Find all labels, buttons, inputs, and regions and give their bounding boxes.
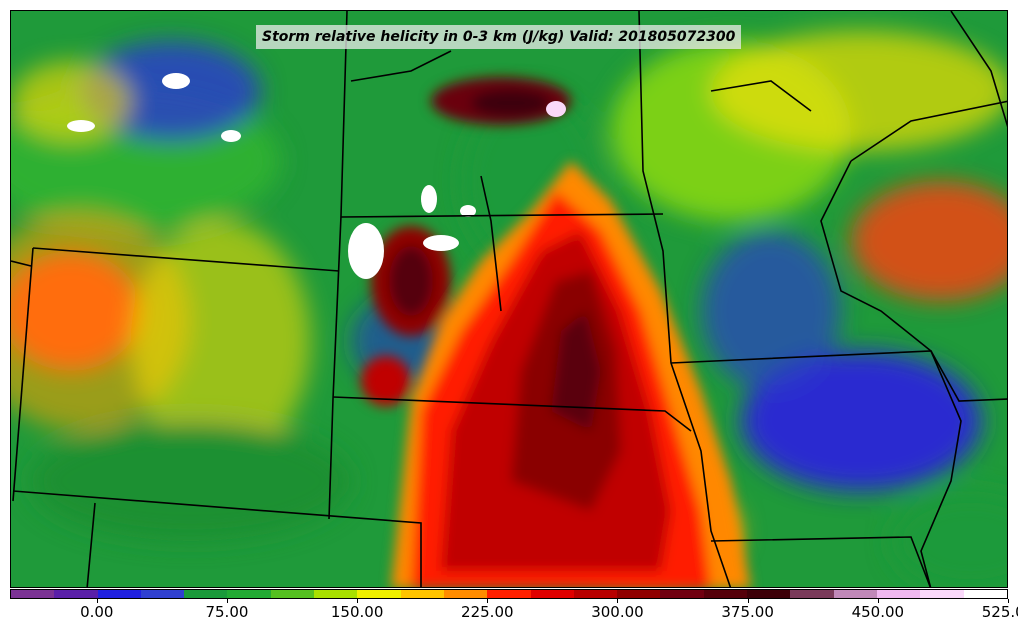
colorbar-segment: [747, 590, 791, 598]
state-boundaries: [11, 11, 1007, 587]
extreme-spots: [67, 73, 566, 279]
colorbar-segment: [833, 590, 877, 598]
colorbar-segment: [876, 590, 921, 598]
helicity-maximum: [361, 77, 751, 587]
colorbar-tick: [96, 599, 98, 603]
colorbar-segment: [530, 590, 574, 598]
helicity-map: [11, 11, 1007, 587]
colorbar-segment: [920, 590, 964, 598]
colorbar-ticks: 0.00 75.00 150.00 225.00 300.00 375.00 450.00 5…: [10, 599, 1018, 633]
colorbar-tick: [747, 599, 749, 603]
map-title: Storm relative helicity in 0-3 km (J/kg)…: [256, 25, 742, 49]
colorbar-segment: [400, 590, 444, 598]
colorbar-segment: [573, 590, 618, 598]
colorbar-tick-label: 375.00: [721, 603, 774, 621]
colorbar-segment: [140, 590, 185, 598]
colorbar-tick: [487, 599, 489, 603]
colorbar-tick-label: 225.00: [461, 603, 514, 621]
colorbar-segment: [443, 590, 488, 598]
colorbar-tick: [357, 599, 359, 603]
colorbar-tick-label: 0.00: [80, 603, 114, 621]
colorbar-segment: [54, 590, 98, 598]
colorbar-segment: [314, 590, 358, 598]
colorbar-segment: [184, 590, 228, 598]
colorbar-segment: [487, 590, 531, 598]
colorbar-segment: [270, 590, 315, 598]
colorbar-tick: [1008, 599, 1009, 603]
colorbar-segment: [227, 590, 271, 598]
colorbar-tick: [226, 599, 228, 603]
colorbar-segment: [963, 590, 1007, 598]
colorbar: [10, 589, 1008, 599]
colorbar-segment: [97, 590, 141, 598]
colorbar-segment: [357, 590, 401, 598]
colorbar-tick-label: 525.00: [981, 603, 1018, 621]
colorbar-segment: [703, 590, 748, 598]
colorbar-tick: [877, 599, 879, 603]
colorbar-segment: [617, 590, 661, 598]
colorbar-tick-label: 450.00: [851, 603, 905, 621]
colorbar-tick-label: 300.00: [591, 603, 644, 621]
colorbar-segment: [11, 590, 55, 598]
colorbar-tick-label: 75.00: [205, 603, 249, 621]
colorbar-tick: [617, 599, 619, 603]
colorbar-segment: [790, 590, 834, 598]
colorbar-segment: [660, 590, 704, 598]
map-panel: Storm relative helicity in 0-3 km (J/kg)…: [10, 10, 1008, 588]
colorbar-tick-label: 150.00: [330, 603, 384, 621]
